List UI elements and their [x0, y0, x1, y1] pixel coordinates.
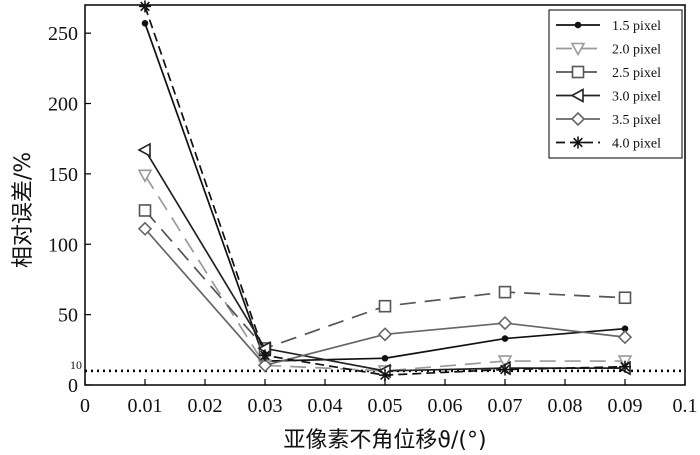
- legend-label: 1.5 pixel: [612, 19, 661, 34]
- x-tick-label: 0.01: [128, 395, 163, 417]
- data-point: [381, 354, 389, 362]
- x-tick-label: 0.02: [188, 395, 223, 417]
- y-tick-label: 150: [48, 164, 78, 186]
- series-5: [137, 221, 633, 373]
- data-point: [617, 330, 633, 345]
- data-point: [137, 169, 153, 183]
- x-ticks: 0 0.01 0.02 0.03 0.04 0.05 0.06 0.07 0.08 0.09 0.1: [80, 379, 698, 417]
- data-point: [377, 327, 393, 342]
- legend-marker: [570, 111, 586, 127]
- data-point: [618, 291, 632, 305]
- x-tick-label: 0.08: [548, 395, 583, 417]
- series-line: [144, 174, 625, 372]
- series-4: [137, 142, 631, 379]
- legend-box: [548, 9, 683, 159]
- legend-label: 2.0 pixel: [612, 43, 661, 58]
- legend-label: 3.0 pixel: [612, 90, 661, 105]
- data-point: [137, 142, 151, 158]
- data-point: [497, 355, 513, 369]
- data-point: [499, 363, 511, 376]
- series-group: [137, 0, 633, 382]
- legend-entry: 4.0 pixel: [556, 136, 661, 152]
- data-point: [501, 335, 509, 342]
- series-2: [137, 169, 633, 379]
- data-point: [619, 360, 631, 373]
- legend-entry: 3.5 pixel: [556, 111, 661, 128]
- legend-entry: 1.5 pixel: [556, 19, 661, 34]
- legend: 1.5 pixel 2.0 pixel 2.5 pixel 3.0 pixel 3.5 …: [548, 9, 683, 159]
- data-point: [259, 349, 271, 362]
- legend-marker: [574, 21, 582, 29]
- series-line: [144, 228, 626, 367]
- x-tick-label: 0.07: [488, 395, 523, 417]
- x-axis-title: 亚像素不角位移ϑ/(°): [283, 428, 486, 453]
- data-point: [139, 0, 151, 13]
- legend-marker: [571, 65, 585, 79]
- data-point: [138, 204, 152, 217]
- legend-marker: [570, 88, 584, 103]
- y-tick-label: 100: [48, 234, 78, 256]
- data-point: [497, 315, 513, 331]
- data-point: [141, 19, 149, 27]
- legend-marker: [570, 42, 586, 57]
- legend-entry: 2.0 pixel: [556, 43, 661, 58]
- series-1: [141, 19, 629, 365]
- data-point: [257, 358, 273, 373]
- x-tick-label: 0.03: [248, 395, 283, 417]
- legend-entry: 3.0 pixel: [556, 88, 661, 105]
- data-point: [498, 285, 512, 299]
- x-tick-label: 0: [80, 395, 90, 417]
- y-tick-label: 0: [68, 375, 78, 397]
- x-tick-label: 0.04: [308, 395, 343, 417]
- y-tick-label: 200: [48, 94, 78, 116]
- reference-line-label: 10: [70, 358, 82, 372]
- y-tick-label: 250: [48, 23, 78, 45]
- legend-label: 2.5 pixel: [612, 66, 661, 81]
- x-tick-label: 0.09: [608, 395, 643, 417]
- series-6: [139, 0, 631, 382]
- legend-marker: [572, 136, 584, 149]
- y-axis-title: 相对误差/%: [11, 152, 36, 268]
- x-tick-label: 0.06: [428, 395, 463, 417]
- data-point: [137, 221, 153, 236]
- legend-label: 4.0 pixel: [612, 137, 661, 152]
- y-tick-label: 50: [58, 305, 78, 327]
- y-ticks: 0 50 100 150 200 250: [48, 23, 91, 397]
- x-tick-label: 0.1: [673, 395, 698, 417]
- legend-label: 3.5 pixel: [612, 113, 661, 128]
- legend-entry: 2.5 pixel: [556, 65, 661, 81]
- data-point: [378, 299, 392, 313]
- x-tick-label: 0.05: [368, 395, 403, 417]
